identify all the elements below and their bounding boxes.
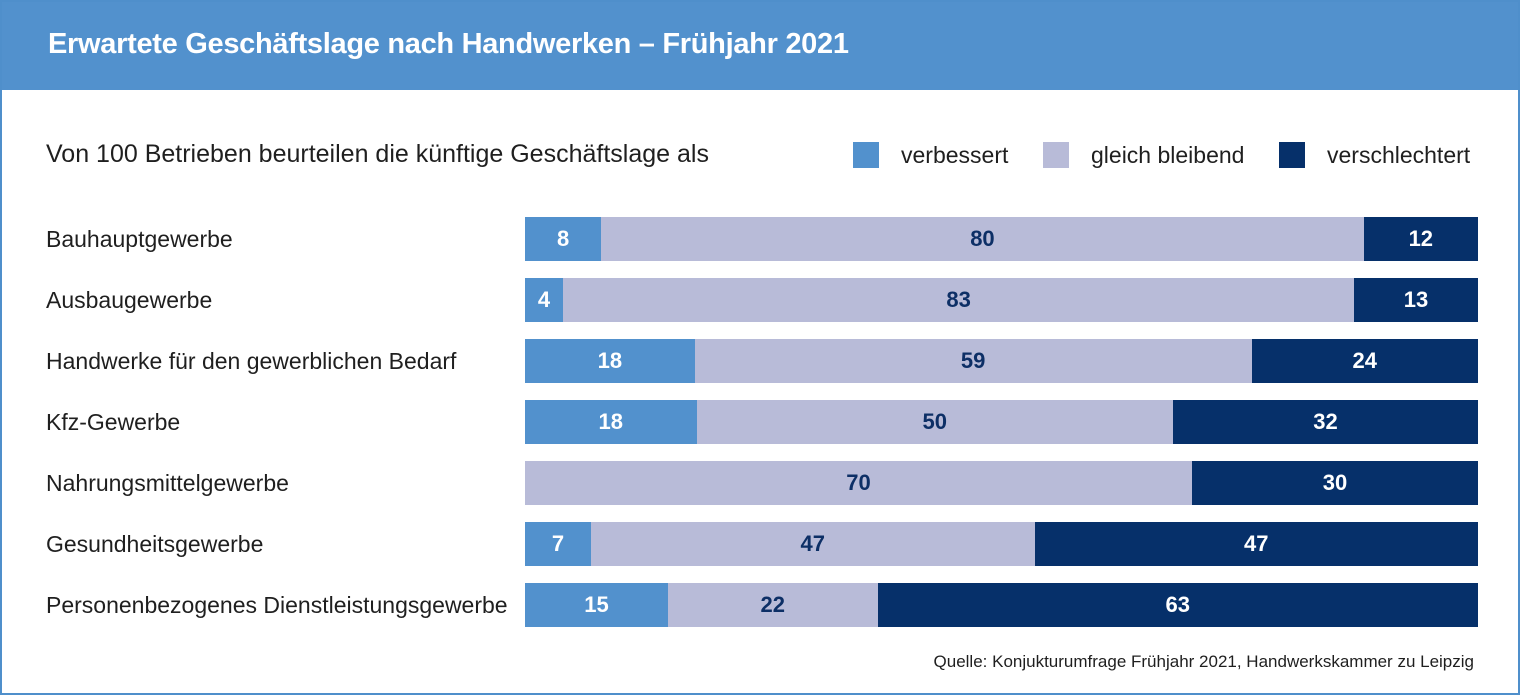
bar-segment-same-bauhauptgewerbe: 80 (601, 217, 1364, 261)
legend-swatch-verschlechtert (1279, 142, 1305, 168)
category-label-gesundheitsgewerbe: Gesundheitsgewerbe (46, 531, 264, 557)
header-bar: Erwartete Geschäftslage nach Handwerken … (2, 2, 1518, 90)
legend-item-verschlechtert: verschlechtert (1279, 142, 1470, 168)
bar-segment-same-kfz-gewerbe: 50 (696, 400, 1174, 444)
bar-segment-improve-ausbaugewerbe: 4 (525, 278, 564, 322)
bar-segment-worse-personenbezogenes-dienstleistungsgewerbe: 63 (877, 583, 1478, 627)
bar-row-ausbaugewerbe: 4 83 13 (525, 278, 1478, 322)
bar-segment-worse-nahrungsmittelgewerbe: 30 (1192, 461, 1478, 505)
bar-segment-improve-personenbezogenes-dienstleistungsgewerbe: 15 (525, 583, 668, 627)
bar-row-nahrungsmittelgewerbe: 70 30 (525, 461, 1478, 505)
bar-segment-improve-gesundheitsgewerbe: 7 (525, 522, 592, 566)
bar-segment-improve-bauhauptgewerbe: 8 (525, 217, 602, 261)
bar-segment-improve-kfz-gewerbe: 18 (525, 400, 697, 444)
legend-label-verbessert: verbessert (901, 141, 1009, 168)
legend-item-verbessert: verbessert (853, 142, 1008, 168)
legend-swatch-gleich-bleibend (1043, 142, 1069, 168)
category-label-nahrungsmittelgewerbe: Nahrungsmittelgewerbe (46, 470, 289, 496)
category-label-bauhauptgewerbe: Bauhauptgewerbe (46, 226, 233, 252)
bar-row-gesundheitsgewerbe: 7 47 47 (525, 522, 1478, 566)
category-label-ausbaugewerbe: Ausbaugewerbe (46, 287, 213, 313)
bar-segment-same-nahrungsmittelgewerbe: 70 (525, 461, 1193, 505)
bar-segment-same-personenbezogenes-dienstleistungsgewerbe: 22 (667, 583, 878, 627)
source-note: Quelle: Konjukturumfrage Frühjahr 2021, … (933, 652, 1474, 671)
bar-segment-worse-kfz-gewerbe: 32 (1173, 400, 1478, 444)
bar-row-personenbezogenes-dienstleistungsgewerbe: 15 22 63 (525, 583, 1478, 627)
category-label-kfz-gewerbe: Kfz-Gewerbe (46, 409, 181, 435)
bar-segment-same-ausbaugewerbe: 83 (563, 278, 1355, 322)
category-label-handwerke-für-den-gewerblichen-bedarf: Handwerke für den gewerblichen Bedarf (46, 348, 457, 374)
bar-segment-same-handwerke-für-den-gewerblichen-bedarf: 59 (694, 339, 1252, 383)
bar-segment-worse-bauhauptgewerbe: 12 (1363, 217, 1478, 261)
chart-title: Erwartete Geschäftslage nach Handwerken … (48, 28, 849, 60)
legend-item-gleich-bleibend: gleich bleibend (1043, 142, 1244, 168)
chart-subtitle: Von 100 Betrieben beurteilen die künftig… (46, 140, 709, 168)
bar-row-bauhauptgewerbe: 8 80 12 (525, 217, 1478, 261)
legend-label-gleich-bleibend: gleich bleibend (1091, 141, 1245, 168)
bar-segment-worse-ausbaugewerbe: 13 (1354, 278, 1478, 322)
category-label-personenbezogenes-dienstleistungsgewerbe: Personenbezogenes Dienstleistungsgewerbe (46, 592, 508, 618)
bar-row-kfz-gewerbe: 18 50 32 (525, 400, 1478, 444)
bar-segment-worse-gesundheitsgewerbe: 47 (1034, 522, 1478, 566)
bar-segment-worse-handwerke-für-den-gewerblichen-bedarf: 24 (1251, 339, 1478, 383)
bar-segment-improve-handwerke-für-den-gewerblichen-bedarf: 18 (525, 339, 695, 383)
bar-segment-same-gesundheitsgewerbe: 47 (591, 522, 1035, 566)
legend-label-verschlechtert: verschlechtert (1327, 141, 1471, 168)
bar-row-handwerke-für-den-gewerblichen-bedarf: 18 59 24 (525, 339, 1478, 383)
legend-swatch-verbessert (853, 142, 879, 168)
